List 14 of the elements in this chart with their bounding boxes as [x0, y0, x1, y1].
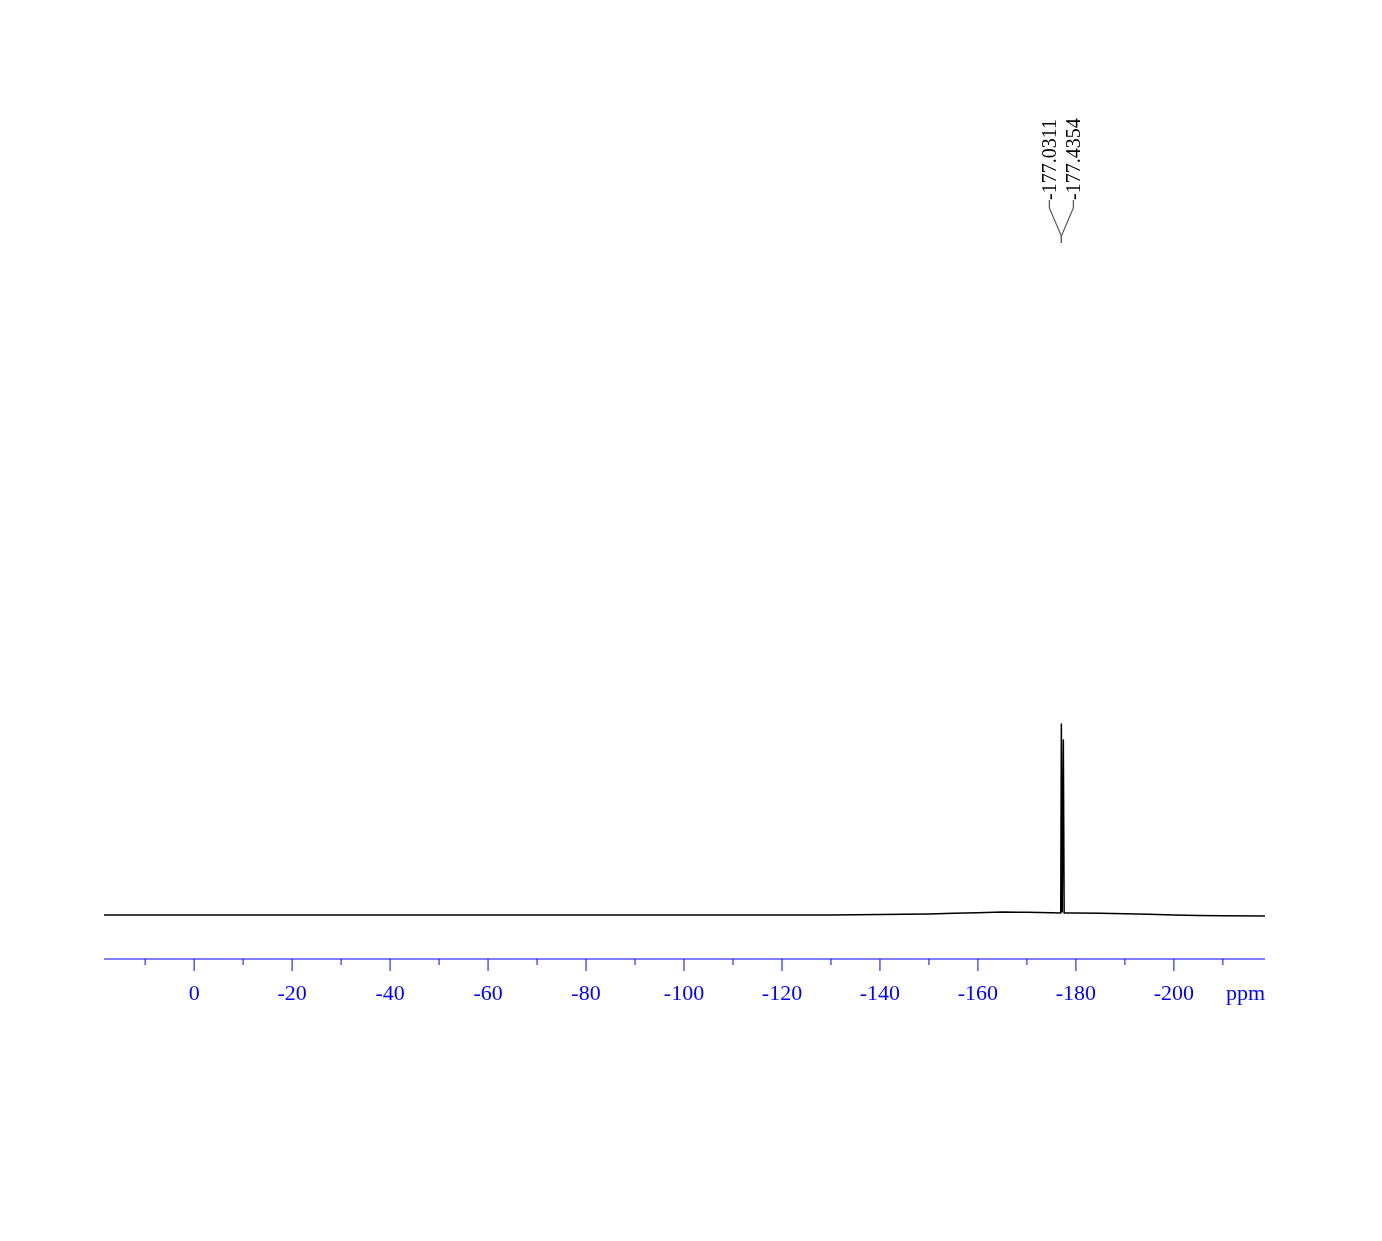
x-tick-label: -20: [277, 980, 307, 1005]
text: -177.0311: [1038, 119, 1061, 200]
x-tick-label: -60: [473, 980, 503, 1005]
x-tick-label: -40: [375, 980, 405, 1005]
x-tick-label: -80: [571, 980, 601, 1005]
text: -177.4354: [1062, 118, 1085, 200]
x-tick-label: -160: [957, 980, 999, 1005]
x-tick-label: -180: [1055, 980, 1097, 1005]
x-axis-title: ppm: [1225, 980, 1265, 1005]
x-tick-label: -140: [859, 980, 901, 1005]
x-tick-label: 0: [188, 980, 200, 1005]
x-tick-label: -200: [1153, 980, 1195, 1005]
x-tick-label: -120: [761, 980, 803, 1005]
x-tick-label: -100: [663, 980, 705, 1005]
